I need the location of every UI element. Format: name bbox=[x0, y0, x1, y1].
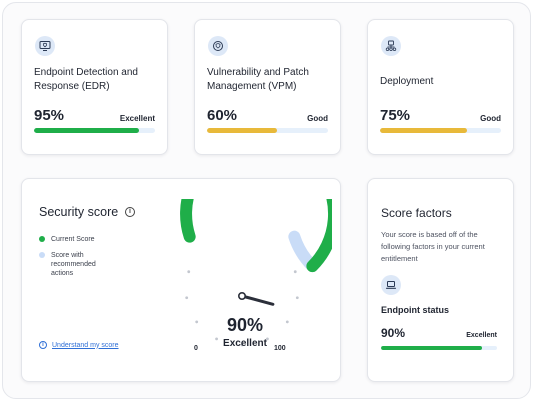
endpoint-status-progress-fill bbox=[381, 346, 482, 350]
gauge-tick bbox=[187, 270, 191, 274]
card-progress-bar bbox=[380, 128, 501, 133]
legend-label: Score with recommended actions bbox=[51, 252, 96, 277]
legend-current-dot bbox=[39, 236, 45, 242]
security-score-title: Security score bbox=[39, 205, 119, 219]
gauge-min-label: 0 bbox=[194, 345, 198, 352]
gauge-tick bbox=[195, 320, 199, 324]
card-title: Vulnerability and Patch Management (VPM) bbox=[207, 67, 309, 92]
gauge-max-label: 100 bbox=[274, 345, 286, 352]
gauge-tick bbox=[295, 296, 299, 300]
card-progress-bar bbox=[207, 128, 328, 133]
gauge-needle bbox=[240, 294, 275, 306]
deployment-icon bbox=[381, 36, 401, 56]
card-title: Deployment bbox=[380, 76, 434, 87]
card-progress-fill bbox=[34, 128, 140, 133]
security-score-card: Security score i Current Score Score wit… bbox=[21, 178, 341, 382]
legend-recommended-score: Score with recommended actions bbox=[39, 251, 106, 278]
legend-recommended-dot bbox=[39, 252, 45, 258]
score-factors-title: Score factors bbox=[381, 206, 452, 220]
score-factors-card: Score factors Your score is based off of… bbox=[367, 178, 514, 382]
legend-label: Current Score bbox=[51, 236, 95, 243]
gauge-needle-hub bbox=[238, 292, 247, 301]
security-score-gauge bbox=[180, 199, 332, 347]
understand-score-link-text[interactable]: Understand my score bbox=[52, 341, 119, 349]
card-progress-fill bbox=[380, 128, 468, 133]
gauge-tick bbox=[240, 343, 244, 347]
endpoint-status-value: 90% bbox=[381, 326, 406, 340]
security-score-rating: Excellent bbox=[223, 338, 267, 349]
shield-scan-icon bbox=[208, 36, 228, 56]
endpoint-status-rating: Excellent bbox=[466, 332, 497, 339]
endpoint-status-progress-bar bbox=[381, 346, 497, 350]
card-progress-fill bbox=[207, 128, 278, 133]
vpm-card[interactable]: Vulnerability and Patch Management (VPM)… bbox=[194, 19, 341, 155]
card-score-value: 75% bbox=[380, 107, 411, 124]
gauge-tick bbox=[215, 337, 218, 341]
monitor-shield-icon bbox=[35, 36, 55, 56]
score-factors-description: Your score is based off of the following… bbox=[381, 230, 485, 263]
gauge-tick bbox=[293, 270, 297, 274]
gauge-tick bbox=[285, 320, 289, 324]
deployment-card[interactable]: Deployment 75% Good bbox=[367, 19, 514, 155]
gauge-ticks bbox=[185, 270, 299, 347]
gauge-tick bbox=[266, 337, 269, 341]
card-score-value: 60% bbox=[207, 107, 238, 124]
security-score-value: 90% bbox=[226, 315, 264, 335]
card-progress-bar bbox=[34, 128, 155, 133]
legend-current-score: Current Score bbox=[39, 235, 106, 244]
card-rating: Good bbox=[307, 114, 328, 123]
card-rating: Good bbox=[480, 114, 501, 123]
edr-card[interactable]: Endpoint Detection and Response (EDR) 95… bbox=[21, 19, 168, 155]
card-score-value: 95% bbox=[34, 107, 65, 124]
endpoint-status-label: Endpoint status bbox=[381, 305, 449, 315]
card-title: Endpoint Detection and Response (EDR) bbox=[34, 67, 138, 92]
info-icon[interactable]: i bbox=[125, 207, 135, 217]
gauge-tick bbox=[185, 296, 189, 300]
card-rating: Excellent bbox=[119, 114, 155, 123]
info-circle-icon: i bbox=[39, 341, 47, 349]
laptop-icon bbox=[381, 275, 401, 295]
understand-score-link[interactable]: i Understand my score bbox=[39, 341, 119, 349]
